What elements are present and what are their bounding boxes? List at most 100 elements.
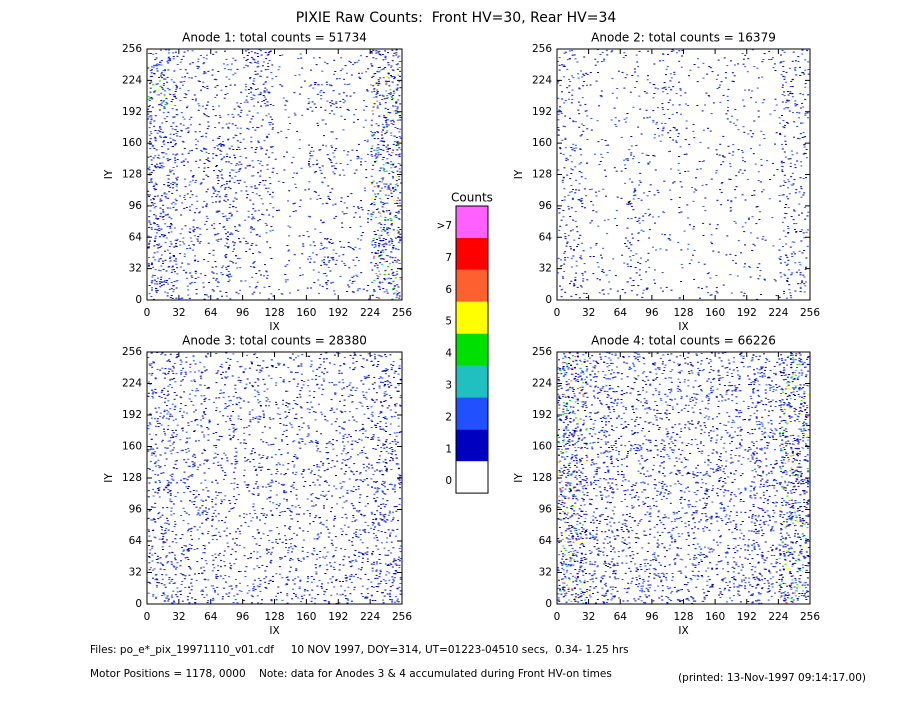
count-pixel [652, 110, 655, 112]
count-pixel [692, 200, 695, 202]
count-pixel [283, 363, 286, 365]
count-pixel [202, 81, 205, 83]
count-pixel [372, 201, 375, 203]
count-pixel [156, 289, 159, 291]
count-pixel [559, 84, 562, 86]
count-pixel [205, 151, 208, 153]
count-pixel [169, 93, 172, 95]
count-pixel [342, 102, 345, 104]
count-pixel [399, 60, 402, 62]
count-pixel [383, 369, 386, 371]
count-pixel [190, 380, 193, 382]
count-pixel [206, 104, 209, 106]
count-pixel [256, 66, 259, 68]
count-pixel [781, 94, 784, 95]
count-pixel [261, 165, 264, 167]
count-pixel [389, 112, 392, 114]
count-pixel [272, 295, 275, 297]
count-pixel [179, 136, 182, 137]
count-pixel [269, 122, 272, 123]
count-pixel [263, 96, 266, 98]
count-pixel [279, 84, 282, 86]
count-pixel [252, 94, 255, 96]
count-pixel [396, 294, 399, 296]
count-pixel [570, 207, 573, 209]
count-pixel [358, 72, 360, 74]
y-tick-label: 32 [129, 263, 142, 275]
count-pixel [343, 118, 346, 120]
count-pixel [788, 67, 791, 69]
count-pixel [633, 68, 636, 70]
count-pixel [322, 388, 325, 390]
count-pixel [681, 55, 683, 57]
count-pixel [148, 373, 151, 375]
count-pixel [574, 166, 577, 168]
count-pixel [215, 279, 217, 281]
count-pixel [349, 227, 352, 228]
count-pixel [242, 371, 245, 373]
count-pixel [395, 144, 398, 146]
count-pixel [196, 65, 199, 67]
count-pixel [181, 415, 184, 417]
count-pixel [750, 136, 753, 138]
count-pixel [258, 235, 261, 237]
count-pixel [204, 397, 207, 399]
count-pixel [272, 207, 275, 209]
count-pixel [204, 450, 206, 451]
count-pixel [379, 288, 381, 290]
count-pixel [166, 409, 169, 411]
count-pixel [220, 363, 223, 365]
count-pixel [758, 219, 761, 220]
count-pixel [386, 95, 389, 97]
count-pixel [381, 140, 384, 142]
count-pixel [375, 82, 378, 84]
count-pixel [383, 202, 386, 204]
count-pixel [370, 124, 373, 126]
count-pixel [240, 111, 242, 113]
count-pixel [163, 74, 166, 76]
count-pixel [624, 182, 627, 184]
count-pixel [399, 379, 402, 381]
count-pixel [195, 293, 198, 295]
count-pixel [293, 464, 296, 466]
count-pixel [150, 117, 153, 119]
count-pixel [397, 417, 400, 419]
count-pixel [342, 129, 345, 131]
count-pixel [214, 452, 217, 454]
count-pixel [695, 189, 698, 191]
count-pixel [557, 82, 559, 84]
count-pixel [223, 199, 226, 201]
count-pixel [741, 53, 744, 55]
count-pixel [217, 370, 220, 372]
count-pixel [806, 49, 809, 51]
count-pixel [275, 367, 278, 368]
count-pixel [804, 268, 807, 270]
count-pixel [224, 474, 227, 476]
count-pixel [307, 425, 310, 427]
count-pixel [662, 211, 664, 213]
count-pixel [334, 203, 337, 205]
count-pixel [391, 110, 394, 112]
count-pixel [148, 222, 151, 224]
count-pixel [220, 374, 223, 375]
count-pixel [227, 271, 230, 272]
count-pixel [149, 423, 152, 425]
count-pixel [147, 98, 150, 100]
count-pixel [331, 258, 334, 260]
count-pixel [322, 119, 325, 121]
count-pixel [175, 297, 178, 299]
count-pixel [167, 182, 170, 183]
count-pixel [616, 290, 619, 292]
count-pixel [250, 99, 253, 101]
count-pixel [678, 60, 681, 62]
count-pixel [560, 112, 563, 114]
count-pixel [616, 88, 619, 89]
count-pixel [390, 239, 393, 241]
count-pixel [392, 143, 395, 145]
count-pixel [373, 149, 376, 151]
count-pixel [783, 135, 786, 137]
count-pixel [323, 256, 326, 258]
count-pixel [590, 220, 593, 222]
count-pixel [393, 415, 396, 417]
